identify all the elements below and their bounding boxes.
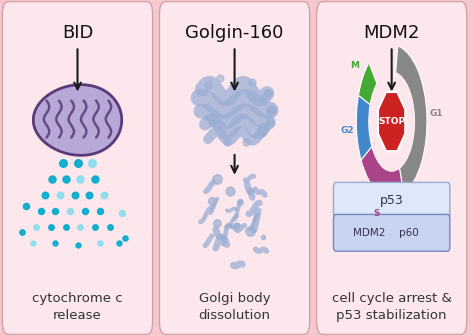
Text: M: M (350, 61, 359, 70)
Text: MDM2: MDM2 (354, 228, 386, 238)
FancyBboxPatch shape (334, 214, 450, 251)
FancyBboxPatch shape (2, 2, 153, 334)
Text: G1: G1 (429, 109, 443, 118)
Wedge shape (396, 46, 427, 194)
Wedge shape (361, 146, 404, 198)
Text: MDM2: MDM2 (364, 24, 420, 42)
FancyBboxPatch shape (334, 182, 450, 219)
Text: Golgin-160: Golgin-160 (185, 24, 284, 42)
Text: Golgi body
dissolution: Golgi body dissolution (199, 292, 271, 322)
Circle shape (369, 72, 414, 171)
FancyBboxPatch shape (159, 2, 310, 334)
Wedge shape (358, 63, 377, 104)
Text: S: S (373, 209, 380, 218)
Text: p53: p53 (380, 195, 403, 207)
Wedge shape (356, 95, 372, 160)
PathPatch shape (33, 85, 122, 155)
Text: STOP: STOP (378, 117, 405, 126)
Text: cytochrome c
release: cytochrome c release (32, 292, 123, 322)
Text: BID: BID (62, 24, 93, 42)
Text: cell cycle arrest &
p53 stabilization: cell cycle arrest & p53 stabilization (332, 292, 452, 322)
FancyBboxPatch shape (317, 2, 467, 334)
Text: G2: G2 (340, 126, 354, 135)
Text: p60: p60 (400, 228, 419, 238)
